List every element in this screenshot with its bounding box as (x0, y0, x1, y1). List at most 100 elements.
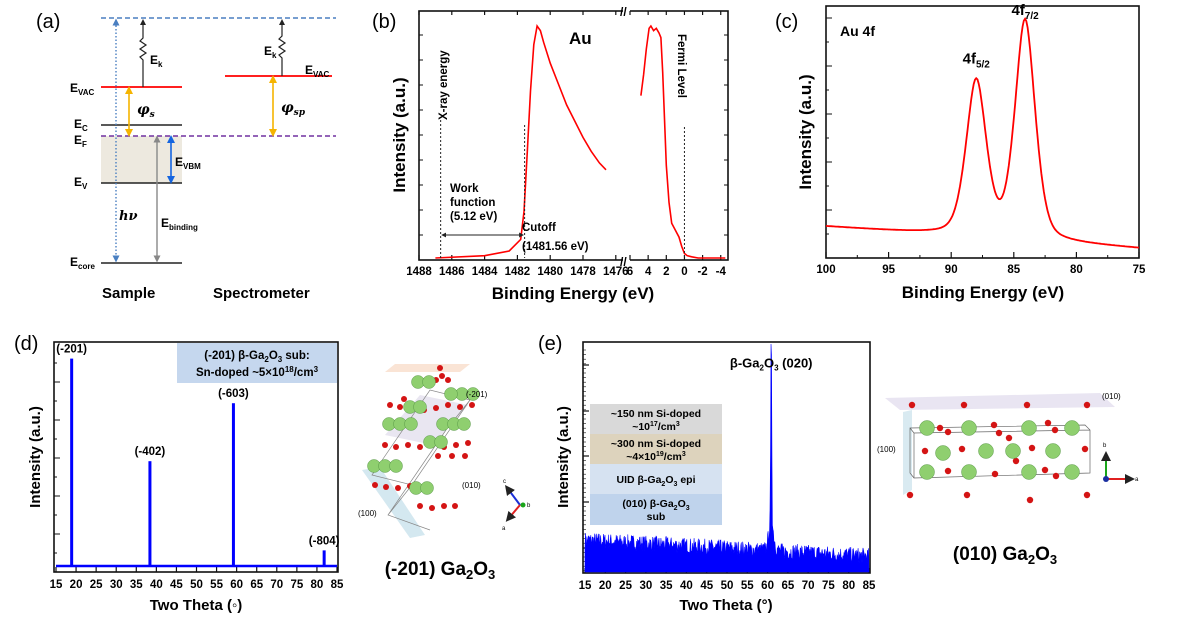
gallium-atom (1005, 443, 1021, 459)
axis-break-mark-top: // (620, 5, 627, 19)
gallium-atom (1021, 420, 1037, 436)
oxygen-atom (395, 485, 401, 491)
oxygen-atom (449, 453, 455, 459)
gallium-atom (413, 400, 427, 414)
series-d: (-201) (-402) (-603) (-804) (56, 344, 340, 568)
x-tick-label: 1480 (537, 266, 563, 278)
layer-150nm-line-1: ~150 nm Si-doped (611, 408, 701, 420)
x-tick-label: 90 (945, 264, 958, 276)
oxygen-atom (417, 444, 423, 450)
series-b (435, 23, 726, 259)
axis-a-label: a (502, 526, 506, 532)
x-tick-label: 6 (627, 266, 633, 278)
layer-substrate-line-1: (010) β-Ga2O3 (622, 498, 689, 512)
gallium-atom (457, 417, 471, 431)
oxygen-atom (936, 424, 944, 432)
gallium-atom (961, 464, 977, 480)
x-tick-label: 80 (842, 580, 855, 592)
oxygen-atom (382, 442, 388, 448)
oxygen-atom (921, 447, 929, 455)
x-tick-label: 45 (170, 579, 183, 591)
x-tick-label: 60 (230, 579, 243, 591)
hv-label: hν (119, 209, 137, 224)
ek-spectrometer-arrow (277, 19, 287, 76)
oxygen-atom (462, 453, 468, 459)
plane-label-201: (-201) (466, 390, 488, 399)
y-axis-title-d: Intensity (a.u.) (27, 406, 44, 508)
plot-frame-c (825, 5, 1140, 259)
x-tick-label: 55 (210, 579, 223, 591)
gallium-atom (978, 443, 994, 459)
axis-c-dot-right (1103, 476, 1109, 482)
au-4f-spectrum-line (825, 17, 1140, 249)
oxygen-atom (435, 453, 441, 459)
axis-a-label-right: a (1135, 477, 1139, 483)
x-tick-label: 15 (50, 579, 63, 591)
series-b-line-segment-2 (640, 24, 726, 259)
x-axis-title-e: Two Theta (°) (679, 597, 772, 614)
x-ticks-d: 15 20 25 30 35 40 45 50 55 60 65 70 75 80 85 (50, 567, 344, 591)
ek-spectrometer-label: Ek (264, 44, 277, 60)
work-function-annotation-2: function (450, 197, 495, 209)
x-tick-label: 25 (90, 579, 103, 591)
oxygen-atom (387, 402, 393, 408)
x-tick-label: 35 (130, 579, 143, 591)
x-tick-label: 80 (311, 579, 324, 591)
sample-info-line-2: Sn-doped ~5×1018/cm3 (196, 365, 319, 379)
x-tick-label: 1478 (570, 266, 596, 278)
layer-uid-epi (590, 464, 722, 494)
plane-100-right (903, 410, 912, 495)
axis-b-label-right: b (1103, 443, 1107, 449)
oxygen-atom (1083, 491, 1091, 499)
x-tick-label: 50 (721, 580, 734, 592)
axis-b-dot (520, 502, 526, 508)
x-tick-label: 30 (110, 579, 123, 591)
x-tick-label: 1482 (505, 266, 531, 278)
panel-label-e: (e) (538, 333, 562, 355)
oxygen-atom (383, 484, 389, 490)
ec-label: EC (74, 117, 88, 133)
peak-label: (-402) (135, 446, 166, 458)
oxygen-atom (958, 445, 966, 453)
x-tick-label: 20 (70, 579, 83, 591)
plane-label-010-right: (010) (1102, 392, 1121, 401)
evac-spectrometer-label: EVAC (305, 63, 330, 79)
ek-sample-arrow (138, 19, 148, 87)
oxygen-atom (457, 404, 463, 410)
oxygen-atom (944, 428, 952, 436)
peak-label-020: β-Ga2O3 (020) (730, 355, 813, 372)
panel-d-chart: (d) (-201) β-Ga2O3 sub: Sn-doped ~5×1018… (14, 333, 344, 614)
layer-substrate-line-2: sub (647, 511, 666, 523)
x-tick-label: 1488 (406, 266, 432, 278)
work-function-annotation-3: (5.12 eV) (450, 211, 497, 223)
y-ticks-b (419, 34, 728, 236)
cutoff-annotation-1: Cutoff (522, 222, 556, 234)
x-tick-label: 75 (1133, 264, 1146, 276)
xrd-peak-bar (70, 358, 74, 566)
axis-a-arrow (505, 504, 521, 522)
panel-label-a: (a) (36, 11, 60, 33)
peak-label-4f72: 4f7/2 (1011, 2, 1039, 22)
spectrometer-caption: Spectrometer (213, 285, 310, 302)
y-axis-title-e: Intensity (a.u.) (555, 406, 572, 508)
xrd-peak-bar (148, 461, 152, 566)
x-tick-label: 1476 (603, 266, 629, 278)
x-axis-title-c: Binding Energy (eV) (902, 283, 1064, 302)
x-tick-label: 1486 (439, 266, 465, 278)
gallium-atom (1045, 443, 1061, 459)
crystal-structure-201: (-201) (010) (100) c b a (-201) Ga2O3 (358, 364, 531, 582)
evac-label: EVAC (70, 81, 95, 97)
plane-201 (385, 364, 470, 372)
x-tick-label: 2 (663, 266, 669, 278)
panel-label-c: (c) (775, 11, 798, 33)
crystal-structure-010: (010) (100) b a (010) Ga2O3 (877, 392, 1139, 567)
oxygen-atom (963, 491, 971, 499)
gallium-atom (420, 481, 434, 495)
plane-100-left (362, 467, 425, 538)
x-tick-label: 70 (270, 579, 283, 591)
panel-label-d: (d) (14, 333, 38, 355)
oxygen-atom (1026, 496, 1034, 504)
x-tick-label: -2 (697, 266, 707, 278)
gallium-atom (1021, 464, 1037, 480)
oxygen-atom (1041, 466, 1049, 474)
